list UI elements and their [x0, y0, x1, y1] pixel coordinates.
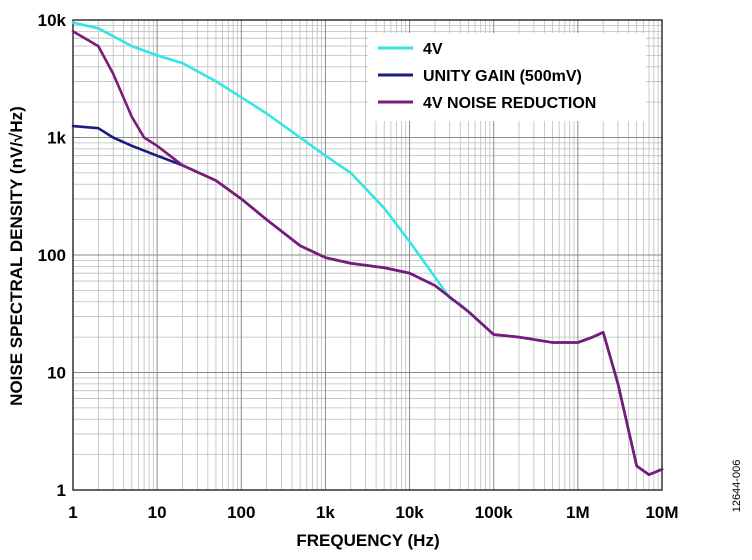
y-tick-label: 100 [38, 246, 66, 265]
figure-id: 12644-006 [731, 460, 743, 513]
x-tick-label: 10 [148, 503, 167, 522]
legend-label-unity-gain: UNITY GAIN (500mV) [423, 68, 582, 85]
legend-label-4v: 4V [423, 41, 443, 58]
plot-frame [72, 19, 663, 491]
x-tick-label: 1k [316, 503, 335, 522]
series-layer [71, 21, 664, 477]
legend: 4V UNITY GAIN (500mV) 4V NOISE REDUCTION [368, 33, 646, 121]
x-tick-label: 10M [645, 503, 678, 522]
y-tick-label: 10 [47, 364, 66, 383]
series-line-2 [71, 30, 664, 477]
legend-box [368, 33, 646, 121]
x-tick-labels: 1 10 100 1k 10k 100k 1M 10M [68, 503, 678, 522]
y-axis-title: NOISE SPECTRAL DENSITY (nV/√Hz) [7, 106, 26, 406]
legend-label-4v-noise-reduction: 4V NOISE REDUCTION [423, 95, 596, 112]
x-axis-title: FREQUENCY (Hz) [296, 531, 439, 550]
y-tick-label: 1 [57, 481, 66, 500]
x-tick-label: 100 [227, 503, 255, 522]
y-tick-labels: 1 10 100 1k 10k [38, 11, 67, 500]
y-tick-label: 10k [38, 11, 67, 30]
x-tick-label: 1 [68, 503, 77, 522]
y-tick-label: 1k [47, 129, 66, 148]
x-tick-label: 100k [475, 503, 513, 522]
x-tick-label: 10k [395, 503, 424, 522]
x-tick-label: 1M [566, 503, 590, 522]
